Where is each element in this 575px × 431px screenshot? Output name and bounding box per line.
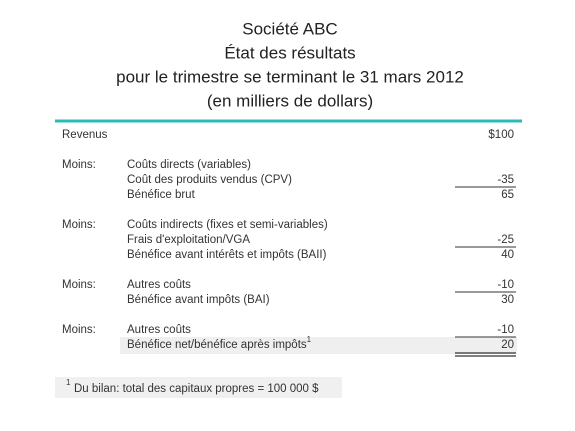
section-prefix: Moins: <box>62 279 96 291</box>
row-label: Coûts directs (variables) <box>127 159 251 171</box>
units: (en milliers de dollars) <box>207 91 373 110</box>
company: Société ABC <box>242 19 337 38</box>
statement-title: État des résultats <box>224 43 355 62</box>
highlight <box>120 337 517 354</box>
footnote-marker: 1 <box>66 378 71 387</box>
revenue-amount: $100 <box>488 129 514 141</box>
footnote-box <box>55 377 342 398</box>
row-label: Autres coûts <box>127 279 191 291</box>
row-amount: 30 <box>501 294 514 306</box>
row-label: Coût des produits vendus (CPV) <box>127 174 292 186</box>
row-amount: 40 <box>501 249 514 261</box>
period: pour le trimestre se terminant le 31 mar… <box>116 67 464 86</box>
footnote-text: Du bilan: total des capitaux propres = 1… <box>74 383 319 395</box>
revenue-label: Revenus <box>62 129 108 141</box>
row-label: Bénéfice avant impôts (BAI) <box>127 294 270 306</box>
section-prefix: Moins: <box>62 219 96 231</box>
row-label: Bénéfice brut <box>127 189 196 201</box>
row-amount: -25 <box>497 234 514 246</box>
row-amount: -10 <box>497 324 514 336</box>
row-amount: -35 <box>497 174 514 186</box>
section-prefix: Moins: <box>62 159 96 171</box>
row-amount: -10 <box>497 279 514 291</box>
row-label: Frais d'exploitation/VGA <box>127 234 250 246</box>
row-label: Coûts indirects (fixes et semi-variables… <box>127 219 328 231</box>
footnote-ref: 1 <box>307 335 312 344</box>
row-label: Bénéfice avant intérêts et impôts (BAII) <box>127 249 327 261</box>
row-label: Bénéfice net/bénéfice après impôts1 <box>127 335 312 351</box>
row-amount: 20 <box>501 339 514 351</box>
row-amount: 65 <box>501 189 514 201</box>
section-prefix: Moins: <box>62 324 96 336</box>
row-label: Autres coûts <box>127 324 191 336</box>
